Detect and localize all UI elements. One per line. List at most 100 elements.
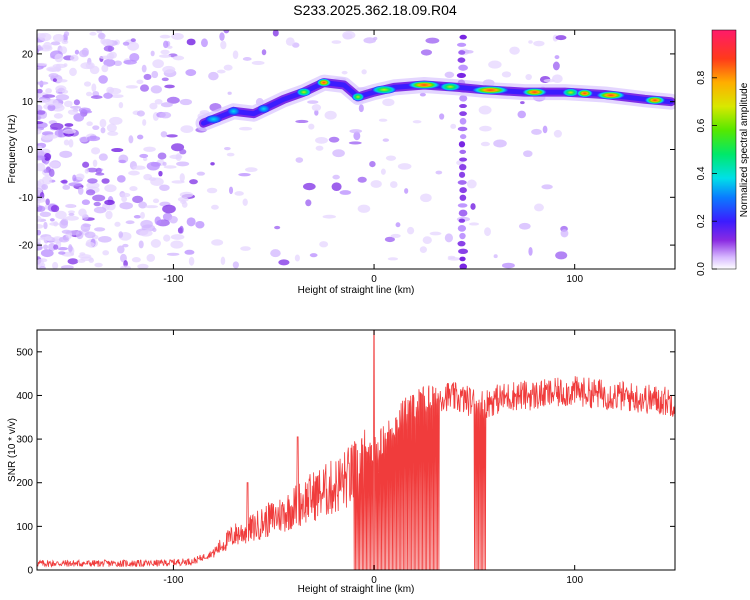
spectrogram-noise-blob xyxy=(302,182,316,191)
spectrogram-noise-blob xyxy=(493,254,498,259)
spectrogram-noise-blob xyxy=(110,94,124,99)
spectrogram-noise-blob xyxy=(553,129,562,138)
spectrogram-noise-blob xyxy=(239,126,253,131)
spectrogram-noise-blob xyxy=(85,241,95,247)
spectrogram-noise-blob xyxy=(175,153,182,162)
snr-panel: -100 0 100 0 100 200 300 400 500 Height of strai… xyxy=(7,329,676,595)
snr-xtick-label: 0 xyxy=(371,575,377,586)
spectrogram-noise-blob xyxy=(111,148,124,153)
spectrogram-noise-blob xyxy=(272,30,279,37)
spectrogram-noise-blob xyxy=(85,62,95,70)
spectrogram-noise-blob xyxy=(92,194,106,202)
spectrogram-noise-blob xyxy=(208,71,219,81)
spectrogram-noise-blob xyxy=(55,85,67,93)
spectrogram-noise-blob xyxy=(37,223,44,229)
spectrogram-noise-blob xyxy=(228,186,234,195)
spectrogram-stripe-blob xyxy=(459,111,467,117)
spectrogram-stripe-blob xyxy=(459,103,467,109)
spectrogram-noise-blob xyxy=(341,70,348,75)
spectrogram-noise-blob xyxy=(93,201,101,207)
spectrogram-noise-blob xyxy=(53,221,59,227)
spectrogram-noise-blob xyxy=(84,168,89,174)
spectrogram-ridge-layer xyxy=(195,74,675,132)
spectrogram-noise-blob xyxy=(332,149,345,158)
spectrogram-noise-blob xyxy=(160,131,168,138)
spectrogram-noise-blob xyxy=(176,161,190,167)
spectrogram-noise-blob xyxy=(480,141,491,147)
spectrogram-noise-blob xyxy=(369,161,376,168)
spectrogram-noise-blob xyxy=(106,52,115,60)
spectrogram-noise-blob xyxy=(37,215,42,223)
spectrogram-noise-blob xyxy=(420,49,433,56)
spectrogram-noise-blob xyxy=(68,244,73,253)
spectrogram-noise-blob xyxy=(152,198,160,204)
spectrogram-noise-blob xyxy=(132,165,146,170)
colorbar: 0.0 0.2 0.4 0.6 0.8 Normalized spectral ampl… xyxy=(696,29,750,276)
spectrogram-noise-blob xyxy=(57,79,68,83)
spectrogram-noise-blob xyxy=(37,88,43,94)
spectrogram-noise-blob xyxy=(224,146,231,151)
spectrogram-noise-blob xyxy=(270,249,281,258)
spectrogram-noise-blob xyxy=(363,37,377,44)
spectrogram-noise-blob xyxy=(70,105,82,109)
spectrogram-noise-blob xyxy=(62,184,71,190)
spectrogram-noise-blob xyxy=(94,227,106,232)
spectrogram-noise-blob xyxy=(68,212,75,216)
spectrogram-noise-blob xyxy=(163,165,177,169)
spectrogram-noise-blob xyxy=(332,174,340,180)
spectrogram-noise-blob xyxy=(37,116,42,121)
spectrogram-noise-blob xyxy=(63,31,70,37)
spectrogram-noise-blob xyxy=(150,162,161,167)
spectrogram-noise-blob xyxy=(234,191,244,196)
spectrogram-noise-blob xyxy=(104,199,115,206)
spectrogram-noise-blob xyxy=(48,168,55,178)
colorbar-tick-label: 0.2 xyxy=(696,214,707,228)
spectrogram-noise-blob xyxy=(119,202,133,210)
spectrogram-stripe-blob xyxy=(459,256,466,262)
spectrogram-noise-blob xyxy=(130,38,136,43)
spectrogram-noise-blob xyxy=(179,173,185,182)
spectrogram-noise-blob xyxy=(64,123,74,127)
snr-frame xyxy=(36,329,676,571)
spectrogram-noise-blob xyxy=(412,120,422,124)
spectrogram-noise-blob xyxy=(67,109,78,115)
spectrogram-noise-blob xyxy=(541,184,553,190)
spectrogram-stripe-blob xyxy=(458,218,466,223)
spectrogram-noise-blob xyxy=(139,229,153,237)
ridge-hotspot xyxy=(257,104,270,113)
spectrogram-noise-blob xyxy=(159,184,170,192)
spectrogram-noise-blob xyxy=(422,236,432,245)
spectrogram-noise-blob xyxy=(150,50,155,57)
spectrogram-xlabel: Height of straight line (km) xyxy=(298,285,415,296)
spectrogram-noise-blob xyxy=(69,67,77,77)
spectrogram-noise-blob xyxy=(520,101,525,105)
spectrogram-noise-blob xyxy=(43,221,48,230)
spectrogram-noise-blob xyxy=(232,261,239,269)
spectrogram-noise-blob xyxy=(185,69,197,77)
spectrogram-noise-blob xyxy=(274,225,281,230)
spectrogram-noise-blob xyxy=(251,60,265,66)
spectrogram-stripe-blob xyxy=(458,209,468,217)
spectrogram-noise-blob xyxy=(151,70,159,79)
spectrogram-noise-blob xyxy=(105,39,111,46)
spectrogram-noise-blob xyxy=(125,220,135,225)
spectrogram-noise-blob xyxy=(77,259,86,263)
spectrogram-noise-blob xyxy=(242,198,248,206)
snr-ytick-label: 400 xyxy=(16,391,33,402)
spectrogram-noise-blob xyxy=(37,121,44,125)
spectrogram-noise-blob xyxy=(42,175,52,185)
spectrogram-noise-blob xyxy=(91,83,97,92)
snr-xlabel: Height of straight line (km) xyxy=(298,584,415,595)
spectrogram-noise-blob xyxy=(216,69,226,74)
spectrogram-noise-blob xyxy=(154,99,163,105)
spectrogram-noise-blob xyxy=(294,254,300,262)
spectrogram-noise-blob xyxy=(560,229,569,238)
spectrogram-noise-blob xyxy=(179,191,194,198)
spectrogram-noise-blob xyxy=(52,33,65,43)
spectrogram-noise-blob xyxy=(58,236,70,243)
spectrogram-noise-blob xyxy=(129,52,140,62)
spectrogram-noise-blob xyxy=(75,230,84,240)
spectrogram-noise-blob xyxy=(154,216,162,226)
spectrogram-noise-blob xyxy=(78,49,89,58)
spectrogram-noise-blob xyxy=(180,125,194,134)
